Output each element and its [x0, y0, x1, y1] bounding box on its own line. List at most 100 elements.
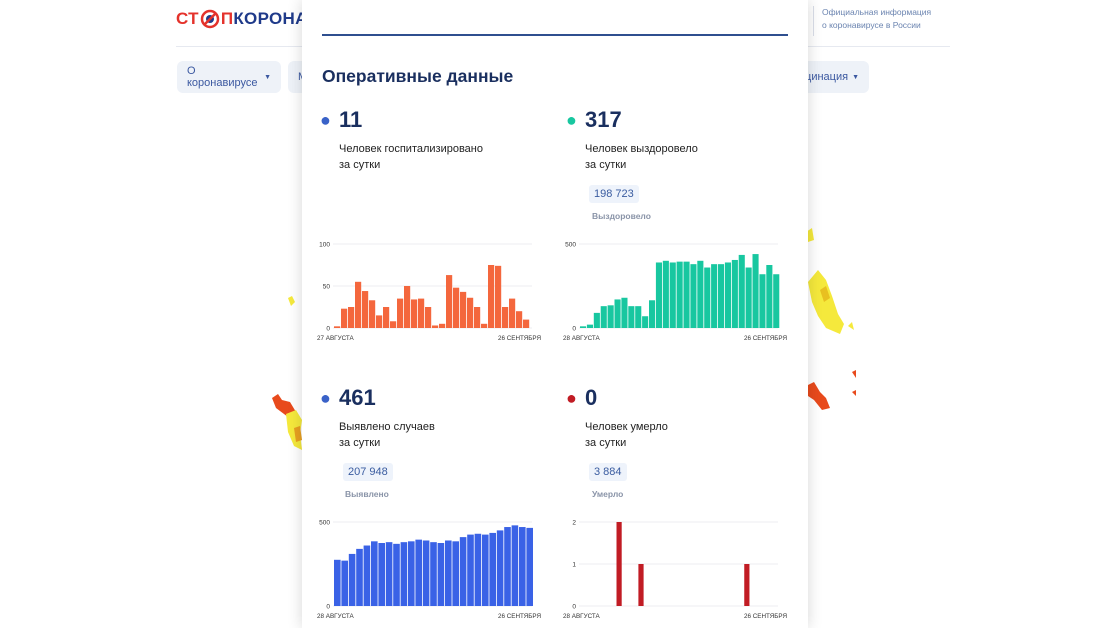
bar [481, 323, 488, 328]
stat-recovered-label: Человек выздоровело за сутки [585, 141, 755, 173]
bar [649, 300, 656, 328]
bar [348, 307, 355, 328]
stat-hospitalized-label-line2: за сутки [339, 159, 381, 171]
x-end-label: 26 СЕНТЯБРЯ [498, 335, 541, 342]
bar [502, 307, 509, 328]
bar [704, 267, 711, 328]
x-start-label: 28 АВГУСТА [563, 613, 601, 620]
chart-cases: 0 500 28 АВГУСТА 26 СЕНТЯБРЯ [317, 520, 541, 621]
x-start-label: 28 АВГУСТА [563, 335, 601, 342]
y-tick-label: 500 [319, 520, 330, 527]
bar [404, 286, 411, 328]
bar [724, 262, 731, 328]
official-info-line2: о коронавирусе в России [822, 20, 921, 30]
stat-cases-value: 461 [339, 385, 376, 410]
stat-hospitalized-label-line1: Человек госпитализировано [339, 143, 483, 155]
chevron-down-icon: ▼ [264, 73, 271, 81]
bar [586, 324, 593, 328]
bar [697, 260, 704, 328]
chart-hospitalized: 0 50 100 27 АВГУСТА 26 СЕНТЯБРЯ [317, 242, 541, 343]
y-tick-label: 1 [572, 562, 576, 569]
bar [452, 541, 459, 606]
bar [607, 305, 614, 328]
official-info-line1: Официальная информация [822, 7, 932, 17]
modal-title: Оперативные данные [322, 66, 514, 86]
stat-recovered-dot: ● [566, 110, 577, 130]
bar [460, 291, 467, 328]
stat-cases-total: 207 948 [343, 463, 393, 481]
bar [445, 540, 452, 606]
bar [752, 254, 759, 328]
bar [655, 262, 662, 328]
bar [467, 297, 474, 328]
bar [341, 560, 348, 606]
bar [334, 559, 341, 606]
y-tick-label: 0 [572, 604, 576, 611]
bar [593, 312, 600, 328]
bar [489, 532, 496, 606]
y-tick-label: 0 [326, 326, 330, 333]
bar [759, 274, 766, 328]
bar [669, 262, 676, 328]
chart-deaths: 0 1 2 28 АВГУСТА 26 СЕНТЯБРЯ [563, 520, 787, 621]
y-tick-label: 50 [323, 284, 331, 291]
bar [400, 542, 408, 606]
bar [383, 307, 390, 328]
bar [519, 527, 526, 606]
bar [711, 264, 718, 328]
bar [516, 311, 523, 328]
bar [334, 326, 341, 328]
bar [446, 275, 453, 328]
chart-recovered: 0 500 28 АВГУСТА 26 СЕНТЯБРЯ [563, 242, 787, 343]
bar [482, 534, 489, 606]
bar [523, 319, 530, 328]
bar [526, 527, 533, 606]
logo-text-part2: П [220, 9, 234, 28]
y-tick-label: 0 [326, 604, 330, 611]
bar [474, 533, 482, 606]
bar [676, 261, 683, 328]
x-end-label: 26 СЕНТЯБРЯ [498, 613, 541, 620]
stat-deaths-total-label: Умерло [592, 489, 624, 499]
bar [509, 298, 516, 328]
bar [638, 564, 644, 606]
official-info-caption: Официальная информация о коронавирусе в … [813, 6, 931, 36]
stat-recovered-total: 198 723 [589, 185, 639, 203]
bar [614, 299, 621, 328]
stat-recovered-value: 317 [585, 107, 622, 132]
bar [467, 534, 474, 606]
nav-item-about-coronavirus[interactable]: О коронавирусе ▼ [177, 61, 281, 93]
x-start-label: 28 АВГУСТА [317, 613, 355, 620]
bar [422, 540, 430, 606]
bar [496, 530, 504, 606]
bar [369, 300, 376, 328]
stat-recovered-total-label: Выздоровело [592, 211, 651, 221]
bar [744, 564, 750, 606]
bar [616, 522, 622, 606]
bar [411, 299, 418, 328]
bar [600, 306, 607, 328]
bar [341, 308, 348, 328]
stat-deaths-value: 0 [585, 385, 598, 410]
x-end-label: 26 СЕНТЯБРЯ [744, 335, 787, 342]
bar [488, 265, 495, 328]
bar [415, 539, 422, 606]
y-tick-label: 100 [319, 242, 330, 249]
bar [773, 274, 780, 328]
nav-item-label: кцинация [800, 71, 849, 83]
stat-cases-dot: ● [320, 388, 331, 408]
stat-cases-label-line2: за сутки [339, 437, 381, 449]
operational-data-modal: Оперативные данные ● 11 Человек госпитал… [302, 0, 808, 628]
bar [731, 259, 738, 328]
bar [662, 260, 669, 328]
bar [628, 306, 635, 328]
bar [390, 321, 397, 328]
bar [635, 306, 642, 328]
logo-text-part1: СТ [176, 9, 199, 28]
stat-deaths-dot: ● [566, 388, 577, 408]
logo-text-part3: КОРОНАВ [233, 9, 321, 28]
stat-hospitalized-label: Человек госпитализировано за сутки [339, 141, 509, 173]
modal-top-rule [322, 34, 788, 36]
site-logo[interactable]: СТ П КОРОНАВ [176, 8, 320, 30]
bar [397, 298, 404, 328]
